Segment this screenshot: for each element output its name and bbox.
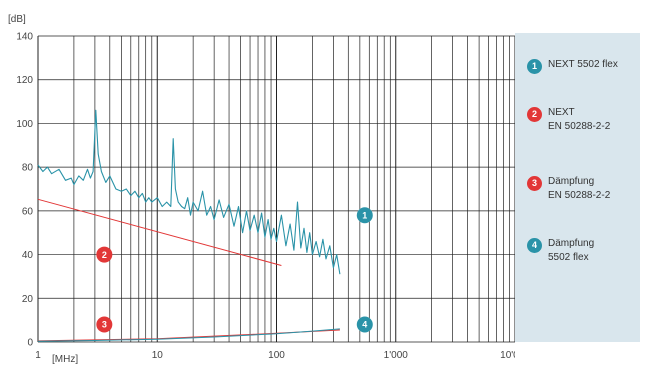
series-line-2 (37, 198, 282, 266)
series-badge-number: 1 (362, 210, 367, 220)
series-badge-2 (96, 246, 113, 263)
x-tick-label: 10 (152, 350, 164, 361)
series-line-4 (37, 328, 340, 342)
legend-label-line: Dämpfung (548, 176, 595, 187)
y-unit-label: [dB] (8, 14, 26, 25)
legend-label-line: NEXT 5502 flex (548, 59, 618, 70)
legend-label: NEXT 5502 flex (548, 58, 618, 72)
y-axis-labels: 0 20 40 60 80 100 120 140 (16, 32, 33, 349)
legend-item-2: 2 NEXT EN 50288-2-2 (527, 106, 610, 134)
legend-badge: 1 (527, 59, 542, 74)
series-badges: 1 2 3 4 (96, 207, 373, 333)
y-tick-label: 100 (16, 119, 33, 130)
x-axis-labels: 1 10 100 1'000 10'000 (35, 350, 515, 361)
legend-item-1: 1 NEXT 5502 flex (527, 58, 618, 74)
legend-label-line: EN 50288-2-2 (548, 121, 611, 132)
series-badge-1 (356, 207, 373, 224)
chart: 0 20 40 60 80 100 120 140 1 10 100 1'000 10'000 [dB… (8, 14, 515, 365)
y-tick-label: 40 (22, 250, 34, 261)
series-badge-number: 4 (362, 320, 367, 330)
legend-item-4: 4 Dämpfung 5502 flex (527, 237, 594, 265)
legend-label: Dämpfung EN 50288-2-2 (548, 175, 610, 203)
legend-label-line: EN 50288-2-2 (548, 190, 611, 201)
series-badge-3 (96, 316, 113, 333)
y-tick-label: 80 (22, 163, 34, 174)
series-badge-number: 3 (102, 320, 107, 330)
legend-badge: 2 (527, 107, 542, 122)
x-tick-label: 1 (35, 350, 41, 361)
legend-label-line: Dämpfung (548, 238, 595, 249)
grid (37, 35, 515, 343)
legend-label: NEXT EN 50288-2-2 (548, 106, 610, 134)
legend-label-line: NEXT (548, 107, 575, 118)
series-layer (37, 109, 341, 342)
series-line-1 (37, 109, 341, 275)
legend-item-3: 3 Dämpfung EN 50288-2-2 (527, 175, 610, 203)
legend-label: Dämpfung 5502 flex (548, 237, 594, 265)
legend-badge: 4 (527, 238, 542, 253)
x-tick-label: 1'000 (384, 350, 409, 361)
y-tick-label: 20 (22, 294, 34, 305)
legend-label-line: 5502 flex (548, 252, 589, 263)
legend-badge: 3 (527, 176, 542, 191)
x-unit-label: [MHz] (52, 354, 78, 365)
y-tick-label: 60 (22, 206, 34, 217)
series-badge-number: 2 (102, 250, 107, 260)
x-tick-label: 10'000 (500, 350, 515, 361)
y-tick-label: 120 (16, 75, 33, 86)
series-badge-4 (356, 316, 373, 333)
y-tick-label: 140 (16, 32, 33, 43)
series-line-3 (37, 329, 340, 342)
x-tick-label: 100 (268, 350, 285, 361)
legend: 1 NEXT 5502 flex 2 NEXT EN 50288-2-2 3 Dämpfun… (515, 33, 640, 342)
y-tick-label: 0 (27, 338, 33, 349)
